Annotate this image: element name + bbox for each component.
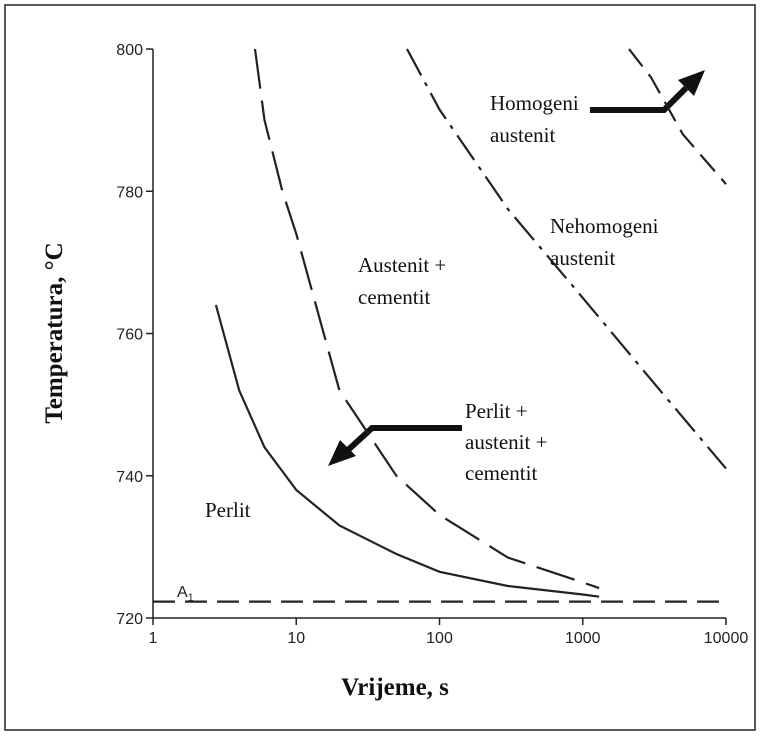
- a1-text: A: [177, 584, 188, 601]
- x-tick-label: 100: [426, 630, 453, 647]
- curve: [628, 48, 727, 185]
- a1-label: A1: [177, 584, 194, 604]
- y-axis-label: Temperatura, °C: [41, 242, 68, 423]
- annotation: Perlit +: [465, 399, 528, 423]
- annotation: Homogeni: [490, 91, 579, 115]
- curve: [253, 48, 600, 590]
- annotation: Nehomogeni: [550, 214, 659, 238]
- annotation: cementit: [465, 461, 537, 485]
- x-tick-label: 10: [287, 630, 305, 647]
- arrow: [345, 425, 462, 453]
- annotation: austenit: [490, 123, 555, 147]
- annotation: Austenit +: [358, 253, 446, 277]
- arrow-head: [328, 440, 356, 466]
- annotation: Perlit: [205, 498, 251, 522]
- arrow-head: [678, 70, 705, 96]
- y-tick-label: 740: [116, 469, 143, 486]
- frame: [4, 4, 756, 731]
- y-tick-label: 780: [116, 184, 143, 201]
- x-tick-label: 10000: [704, 630, 749, 647]
- annotation: cementit: [358, 285, 430, 309]
- annotation: austenit +: [465, 430, 547, 454]
- x-axis-label: Vrijeme, s: [341, 674, 449, 701]
- y-tick-label: 720: [116, 611, 143, 628]
- x-tick-label: 1000: [565, 630, 601, 647]
- y-tick-label: 760: [116, 327, 143, 344]
- annotation: austenit: [550, 246, 615, 270]
- y-tick-label: 800: [116, 42, 143, 59]
- curve: [214, 304, 600, 598]
- arrow: [590, 85, 689, 113]
- a1-sub: 1: [188, 592, 194, 604]
- curve: [406, 48, 727, 470]
- x-tick-label: 1: [149, 630, 158, 647]
